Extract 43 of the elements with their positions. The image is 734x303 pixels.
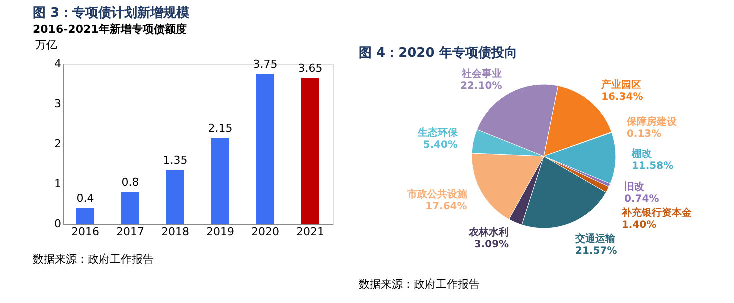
x-tick-label: 2016 (72, 226, 100, 238)
slice-label: 保障房建设 (626, 116, 678, 128)
data-label: 0.4 (76, 192, 94, 205)
slice-label: 农林水利 (468, 226, 510, 238)
data-label: 21.57% (576, 246, 618, 257)
data-label: 3.09% (474, 239, 510, 250)
y-tick-label: 3 (54, 98, 62, 110)
data-label: 2.15 (208, 122, 233, 135)
data-label: 0.13% (626, 129, 662, 140)
slice-label: 市政公共设施 (406, 188, 468, 201)
source-note: 数据来源：政府工作报告 (33, 253, 154, 266)
slice-label: 产业园区 (600, 78, 642, 91)
x-tick-label: 2021 (296, 226, 324, 238)
data-label: 5.40% (423, 140, 458, 151)
slice-label: 生态环保 (416, 126, 459, 139)
slice-label: 社会事业 (461, 68, 502, 80)
source-note: 数据来源：政府工作报告 (359, 278, 480, 291)
y-tick-label: 0 (54, 218, 62, 230)
x-tick-label: 2018 (162, 226, 190, 238)
data-label: 16.34% (602, 92, 644, 103)
data-label: 3.75 (253, 58, 278, 71)
data-label: 11.58% (632, 160, 674, 172)
data-label: 22.10% (460, 81, 502, 92)
y-tick-label: 2 (54, 138, 62, 150)
slice-label: 棚改 (630, 148, 653, 160)
chart-subtitle: 2016-2021年新增专项债额度 (33, 23, 187, 36)
x-tick-label: 2020 (252, 226, 280, 238)
data-label: 17.64% (426, 202, 468, 213)
data-label: 0.74% (624, 194, 660, 205)
y-tick-label: 1 (54, 178, 62, 190)
data-label: 0.8 (122, 176, 140, 189)
y-tick-label: 4 (54, 58, 62, 70)
data-label: 1.35 (163, 154, 188, 167)
y-axis-title: 万亿 (36, 38, 58, 52)
data-label: 3.65 (298, 62, 323, 75)
chart-title: 图 4：2020 年专项债投向 (359, 45, 518, 61)
slice-label: 补充银行资本金 (620, 206, 693, 219)
x-tick-label: 2019 (206, 226, 234, 238)
data-label: 1.40% (622, 220, 657, 231)
x-tick-label: 2017 (116, 226, 144, 238)
slice-label: 交通运输 (574, 232, 617, 245)
slice-label: 旧改 (624, 180, 646, 193)
chart-title: 图 3：专项债计划新增规模 (33, 5, 190, 21)
